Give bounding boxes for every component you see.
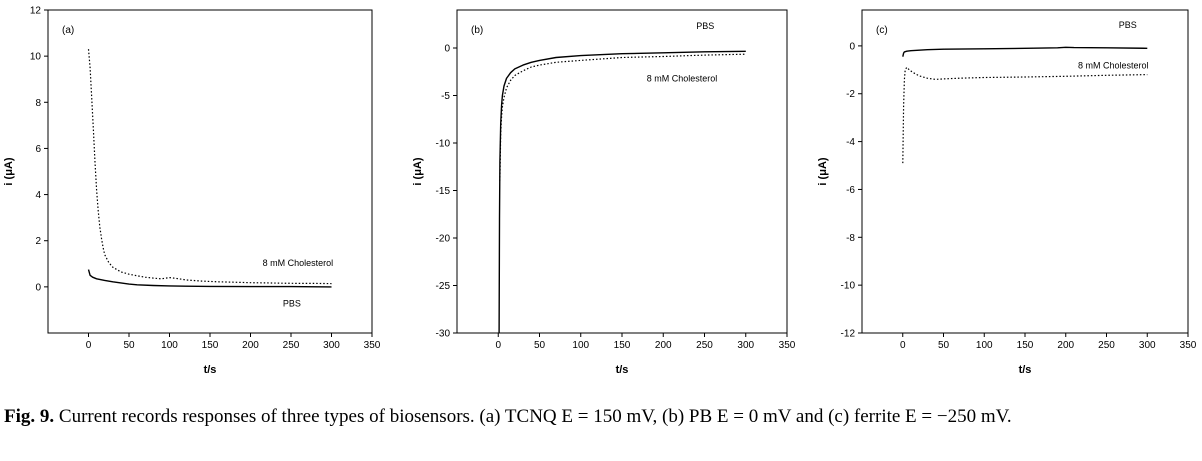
y-tick-label: -20 [436,234,451,245]
x-tick-label: 350 [779,340,796,351]
series-line-8-mm-cholesterol [902,66,1148,164]
series-line-pbs [498,50,746,334]
series-annotation: PBS [696,21,714,31]
y-tick-label: -6 [846,185,855,196]
x-tick-label: 200 [655,340,672,351]
plot-frame [861,9,1189,334]
y-tick-label: -30 [436,329,451,340]
figure: 0 50 100 150 200 250 300 350 0 2 4 6 8 10 12 t/s i (μA) (… [3,6,1197,377]
x-tick-label: 250 [1098,340,1115,351]
panel-label: (c) [876,25,888,36]
y-tick-label: 2 [35,236,41,247]
x-axis-label: t/s [204,364,217,376]
y-tick-label: -4 [846,137,855,148]
x-tick-label: 150 [202,340,219,351]
x-tick-label: 0 [495,340,501,351]
y-tick-label: -25 [436,281,451,292]
y-tick-label: 4 [35,190,41,201]
x-tick-label: 50 [938,340,950,351]
x-tick-label: 100 [976,340,993,351]
y-tick-label: -8 [846,233,855,244]
x-tick-label: 100 [161,340,178,351]
x-tick-label: 150 [614,340,631,351]
y-tick-label: 8 [35,98,41,109]
y-tick-label: 0 [849,41,855,52]
series-line-pbs [87,269,332,288]
x-tick-label: 300 [1139,340,1156,351]
panel-label: (a) [62,25,74,36]
x-tick-label: 200 [242,340,259,351]
chart-panel-b: 0 50 100 150 200 250 300 350 -30 -25 -20 -15 -10 -5 0 t… [412,9,796,376]
panel-label: (b) [471,25,483,36]
x-tick-label: 50 [123,340,135,351]
x-tick-label: 300 [323,340,340,351]
series-annotation: 8 mM Cholesterol [647,73,718,83]
x-axis-label: t/s [616,364,629,376]
y-tick-label: 0 [35,282,41,293]
y-tick-label: -10 [841,281,856,292]
y-tick-label: 6 [35,144,41,155]
x-tick-label: 0 [86,340,92,351]
x-tick-label: 300 [737,340,754,351]
x-axis-label: t/s [1019,364,1032,376]
figure-caption: Fig. 9. Current records responses of thr… [4,405,1198,428]
chart-panel-c: 0 50 100 150 200 250 300 350 -12 -10 -8 -6 -4 -2 0 t/s i… [817,9,1197,376]
series-annotation: 8 mM Cholesterol [263,258,334,268]
y-tick-label: 10 [30,52,42,63]
chart-panel-a: 0 50 100 150 200 250 300 350 0 2 4 6 8 10 12 t/s i (μA) (… [3,6,381,377]
series-annotation: 8 mM Cholesterol [1078,61,1149,71]
y-tick-label: -15 [436,186,451,197]
x-tick-label: 350 [364,340,381,351]
series-annotation: PBS [1119,20,1137,30]
x-tick-label: 250 [283,340,300,351]
y-tick-label: -2 [846,89,855,100]
y-tick-label: -5 [441,91,450,102]
y-tick-label: 12 [30,6,42,17]
y-tick-label: -12 [841,329,856,340]
y-tick-label: 0 [444,44,450,55]
x-tick-label: 350 [1180,340,1197,351]
y-axis-label: i (μA) [3,157,15,185]
caption-text: Current records responses of three types… [54,406,1012,427]
y-tick-label: -10 [436,139,451,150]
plot-frame [47,9,373,334]
x-tick-label: 250 [696,340,713,351]
x-tick-label: 150 [1017,340,1034,351]
plot-frame [456,9,788,334]
caption-label: Fig. 9. [4,406,55,427]
series-line-pbs [902,46,1148,57]
series-annotation: PBS [283,298,301,308]
x-tick-label: 50 [534,340,546,351]
x-tick-label: 200 [1057,340,1074,351]
series-line-8-mm-cholesterol [87,49,332,285]
y-axis-label: i (μA) [817,157,829,185]
x-tick-label: 0 [900,340,906,351]
y-axis-label: i (μA) [412,157,424,185]
x-tick-label: 100 [572,340,589,351]
series-line-8-mm-cholesterol [499,53,746,182]
